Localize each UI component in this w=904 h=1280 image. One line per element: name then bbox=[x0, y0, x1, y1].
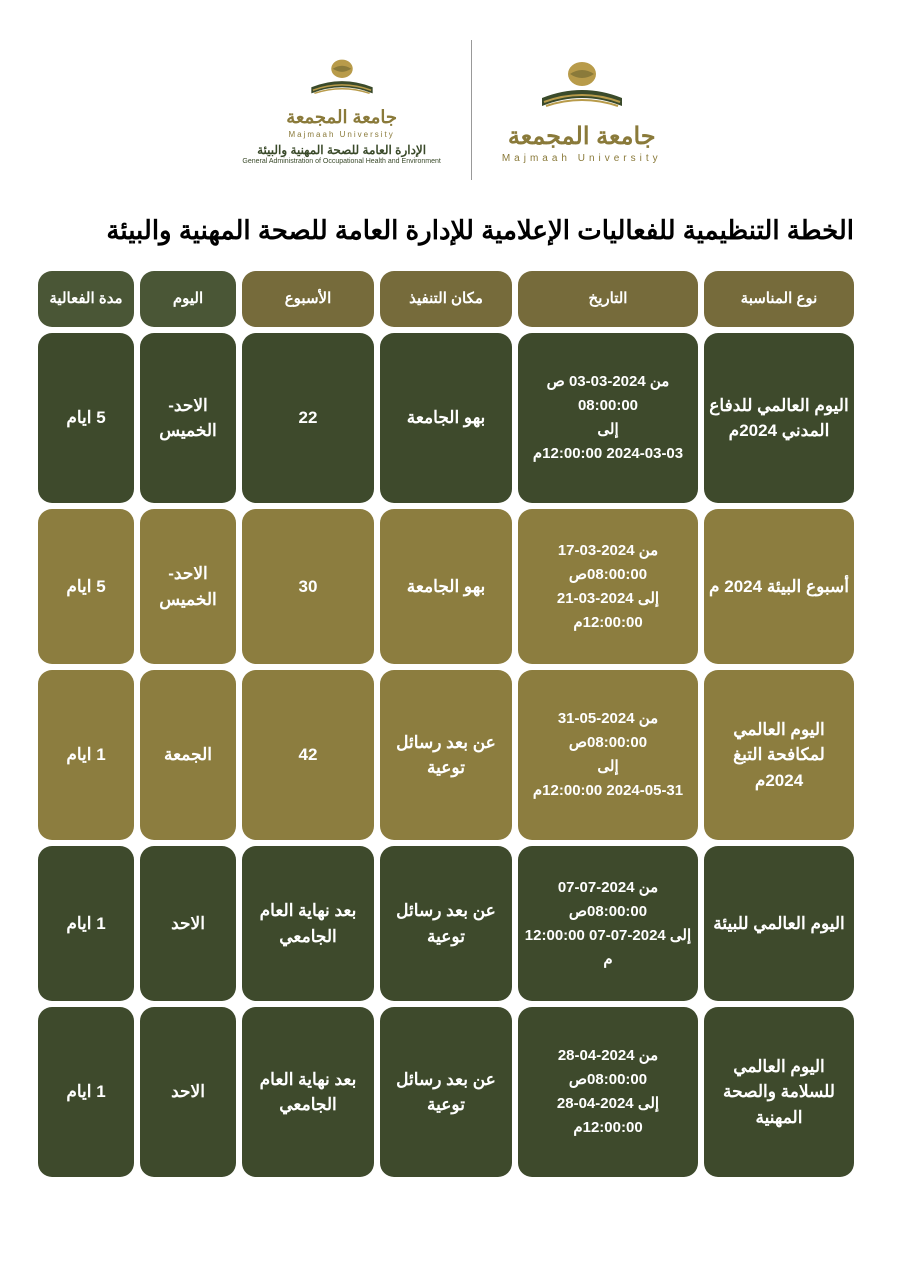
cell-date: من 2024-04-28 08:00:00صإلى 2024-04-28 12… bbox=[518, 1007, 698, 1177]
cell-day: الاحد-الخميس bbox=[140, 509, 236, 664]
cell-type: اليوم العالمي للبيئة bbox=[704, 846, 854, 1001]
col-header-day: اليوم bbox=[140, 271, 236, 327]
cell-type: أسبوع البيئة 2024 م bbox=[704, 509, 854, 664]
table-row: اليوم العالمي للبيئةمن 2024-07-07 08:00:… bbox=[50, 846, 854, 1001]
col-header-week: الأسبوع bbox=[242, 271, 374, 327]
cell-date-text: من 2024-03-03 ص 08:00:00إلى2024-03-03 12… bbox=[522, 370, 694, 466]
page-title: الخطة التنظيمية للفعاليات الإعلامية للإد… bbox=[50, 215, 854, 246]
cell-week: 42 bbox=[242, 670, 374, 840]
table-header-row: نوع المناسبةالتاريخمكان التنفيذالأسبوعال… bbox=[50, 271, 854, 327]
cell-place: بهو الجامعة bbox=[380, 509, 512, 664]
cell-place: بهو الجامعة bbox=[380, 333, 512, 503]
cell-date: من 2024-03-03 ص 08:00:00إلى2024-03-03 12… bbox=[518, 333, 698, 503]
col-header-place: مكان التنفيذ bbox=[380, 271, 512, 327]
dept-name-ar: الإدارة العامة للصحة المهنية والبيئة bbox=[257, 143, 426, 157]
cell-day: الجمعة bbox=[140, 670, 236, 840]
uni-name-ar: جامعة المجمعة bbox=[508, 122, 656, 151]
col-header-type: نوع المناسبة bbox=[704, 271, 854, 327]
cell-type: اليوم العالمي لمكافحة التبغ 2024م bbox=[704, 670, 854, 840]
cell-week: بعد نهاية العام الجامعي bbox=[242, 846, 374, 1001]
cell-week: 30 bbox=[242, 509, 374, 664]
cell-place: عن بعد رسائل توعية bbox=[380, 846, 512, 1001]
table-row: اليوم العالمي للسلامة والصحة المهنيةمن 2… bbox=[50, 1007, 854, 1177]
cell-day: الاحد bbox=[140, 1007, 236, 1177]
cell-week: 22 bbox=[242, 333, 374, 503]
cell-date-text: من 2024-05-31 08:00:00صإلى2024-05-31 12:… bbox=[522, 707, 694, 803]
cell-date: من 2024-03-17 08:00:00صإلى 2024-03-21 12… bbox=[518, 509, 698, 664]
page-header: جامعة المجمعة Majmaah University جامعة ا… bbox=[50, 40, 854, 180]
events-table: نوع المناسبةالتاريخمكان التنفيذالأسبوعال… bbox=[50, 271, 854, 1177]
uni-name-ar-small: جامعة المجمعة bbox=[286, 107, 397, 128]
cell-dur: 1 ايام bbox=[38, 846, 134, 1001]
book-globe-icon bbox=[303, 55, 381, 101]
cell-dur: 5 ايام bbox=[38, 509, 134, 664]
cell-date: من 2024-07-07 08:00:00صإلى 2024-07-07 12… bbox=[518, 846, 698, 1001]
uni-name-en-small: Majmaah University bbox=[288, 130, 394, 139]
cell-week: بعد نهاية العام الجامعي bbox=[242, 1007, 374, 1177]
book-globe-icon bbox=[532, 56, 632, 116]
cell-date-text: من 2024-07-07 08:00:00صإلى 2024-07-07 12… bbox=[522, 876, 694, 972]
dept-name-en: General Administration of Occupational H… bbox=[242, 158, 440, 165]
col-header-dur: مدة الفعالية bbox=[38, 271, 134, 327]
table-row: اليوم العالمي لمكافحة التبغ 2024ممن 2024… bbox=[50, 670, 854, 840]
col-header-date: التاريخ bbox=[518, 271, 698, 327]
cell-type: اليوم العالمي للدفاع المدني 2024م bbox=[704, 333, 854, 503]
cell-date-text: من 2024-03-17 08:00:00صإلى 2024-03-21 12… bbox=[522, 539, 694, 635]
cell-dur: 1 ايام bbox=[38, 670, 134, 840]
cell-day: الاحد-الخميس bbox=[140, 333, 236, 503]
table-row: اليوم العالمي للدفاع المدني 2024ممن 2024… bbox=[50, 333, 854, 503]
header-divider bbox=[471, 40, 472, 180]
uni-name-en: Majmaah University bbox=[502, 153, 662, 164]
cell-dur: 1 ايام bbox=[38, 1007, 134, 1177]
cell-date-text: من 2024-04-28 08:00:00صإلى 2024-04-28 12… bbox=[522, 1044, 694, 1140]
cell-place: عن بعد رسائل توعية bbox=[380, 1007, 512, 1177]
cell-place: عن بعد رسائل توعية bbox=[380, 670, 512, 840]
logo-main: جامعة المجمعة Majmaah University bbox=[502, 56, 662, 164]
table-row: أسبوع البيئة 2024 ممن 2024-03-17 08:00:0… bbox=[50, 509, 854, 664]
cell-date: من 2024-05-31 08:00:00صإلى2024-05-31 12:… bbox=[518, 670, 698, 840]
cell-type: اليوم العالمي للسلامة والصحة المهنية bbox=[704, 1007, 854, 1177]
cell-dur: 5 ايام bbox=[38, 333, 134, 503]
cell-day: الاحد bbox=[140, 846, 236, 1001]
logo-dept: جامعة المجمعة Majmaah University الإدارة… bbox=[242, 55, 440, 165]
